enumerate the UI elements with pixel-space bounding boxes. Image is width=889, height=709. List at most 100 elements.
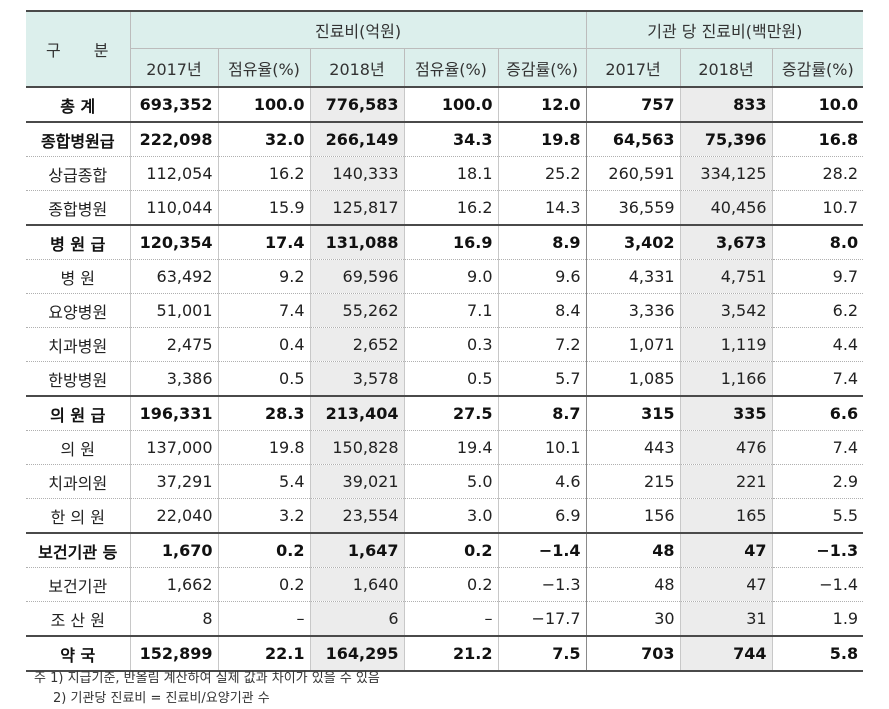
cell-value: 48 [585,533,681,568]
cell-value: 1.9 [771,601,864,636]
cell-value: 22,040 [129,498,218,533]
cell-value: 6.6 [771,396,864,431]
table-row: 상급종합 112,054 16.2 140,333 18.1 25.2 260,591 334… [26,156,864,191]
row-label: 병 원 [60,268,96,288]
row-label: 요양병원 [48,302,108,322]
cell-value: 69,596 [309,259,404,294]
cell-value: 196,331 [129,396,218,431]
cell-value: 55,262 [309,293,404,328]
cell-value: 9.0 [403,259,498,294]
cell-value: 8.9 [497,225,587,260]
row-label: 조 산 원 [50,610,105,630]
cell-value: 16.9 [403,225,498,260]
cell-value: 335 [679,396,773,431]
cell-value: 7.4 [217,293,310,328]
cell-value: 776,583 [309,87,404,122]
footnote-2: 2) 기관당 진료비 = 진료비/요양기관 수 [53,691,270,706]
cell-value: 12.0 [497,87,587,122]
cell-value: 21.2 [403,636,498,672]
cell-value: 3.2 [217,498,310,533]
cell-value: 1,166 [679,361,773,396]
cell-value: 165 [679,498,773,533]
cell-value: 3.0 [403,498,498,533]
header-col-share-2018: 점유율(%) [403,48,498,88]
cell-value: 5.7 [497,361,587,396]
cell-value: 1,085 [585,361,681,396]
row-label: 한 의 원 [50,507,105,527]
row-label: 한방병원 [48,370,108,390]
cell-value: 3,402 [585,225,681,260]
cell-value: 315 [585,396,681,431]
row-label: 병 원 급 [50,234,106,254]
cell-value: – [403,601,498,636]
header-col-2018: 2018년 [309,48,404,88]
header-col-2017: 2017년 [129,48,218,88]
cell-value: 5.0 [403,464,498,499]
table-row: 요양병원 51,001 7.4 55,262 7.1 8.4 3,336 3,542 6.2 [26,293,864,328]
cell-value: 9.7 [771,259,864,294]
cell-value: 7.4 [771,430,864,465]
cell-value: 2,652 [309,327,404,362]
header-group-expense: 진료비(억원) [129,10,587,49]
cell-value: 9.2 [217,259,310,294]
table-header: 구 분 진료비(억원) 기관 당 진료비(백만원) 2017년 점유율(%) 2… [26,10,864,88]
cell-value: 2.9 [771,464,864,499]
table-row: 조 산 원 8–6– −17.7 30 31 1.9 [26,601,864,636]
cell-value: 0.4 [217,327,310,362]
cell-value: – [217,601,310,636]
cell-value: 4,331 [585,259,681,294]
cell-value: 1,119 [679,327,773,362]
cell-value: 64,563 [585,122,681,157]
table-row-category: 의 원 급 196,331 28.3 213,404 27.5 8.7 315 335 6.6 [26,396,864,431]
cell-value: 213,404 [309,396,404,431]
row-label: 종합병원급 [40,131,115,151]
cell-value: 40,456 [679,190,773,225]
cell-value: 9.6 [497,259,587,294]
row-label: 치과병원 [48,336,108,356]
cell-value: 222,098 [129,122,218,157]
cell-value: 3,542 [679,293,773,328]
header-col-inst-2018: 2018년 [679,48,773,88]
cell-value: 110,044 [129,190,218,225]
cell-value: 744 [679,636,773,672]
cell-value: 164,295 [309,636,404,672]
header-col-inst-growth: 증감률(%) [771,48,864,88]
row-label: 상급종합 [48,165,108,185]
cell-value: 14.3 [497,190,587,225]
cell-value: 18.1 [403,156,498,191]
cell-value: 7.1 [403,293,498,328]
medical-expense-table: 구 분 진료비(억원) 기관 당 진료비(백만원) 2017년 점유율(%) 2… [26,10,864,672]
cell-value: 112,054 [129,156,218,191]
cell-value: 260,591 [585,156,681,191]
cell-value: 75,396 [679,122,773,157]
cell-value: 15.9 [217,190,310,225]
cell-value: 0.2 [217,567,310,602]
cell-value: 30 [585,601,681,636]
header-gubun: 구 분 [26,10,130,88]
table-body: 총 계 693,352 100.0 776,583 100.0 12.0 757 833 10.… [26,87,864,672]
cell-value: −17.7 [497,601,587,636]
cell-value: 120,354 [129,225,218,260]
table-row-category: 병 원 급 120,354 17.4 131,088 16.9 8.9 3,402 3,673… [26,225,864,260]
cell-value: 3,386 [129,361,218,396]
cell-value: 8.4 [497,293,587,328]
cell-value: 152,899 [129,636,218,672]
cell-value: 443 [585,430,681,465]
cell-value: 19.8 [217,430,310,465]
table-row: 한 의 원 22,040 3.2 23,554 3.0 6.9 156 165 5.5 [26,498,864,533]
header-col-inst-2017: 2017년 [585,48,681,88]
cell-value: 757 [585,87,681,122]
cell-value: 1,662 [129,567,218,602]
cell-value: 23,554 [309,498,404,533]
cell-value: 140,333 [309,156,404,191]
cell-value: 703 [585,636,681,672]
cell-value: 1,071 [585,327,681,362]
cell-value: 0.2 [403,533,498,568]
cell-value: 1,670 [129,533,218,568]
cell-value: 221 [679,464,773,499]
cell-value: 7.5 [497,636,587,672]
cell-value: 215 [585,464,681,499]
cell-value: 51,001 [129,293,218,328]
cell-value: 10.0 [771,87,864,122]
table-row: 의 원 137,000 19.8 150,828 19.4 10.1 443 476 7.4 [26,430,864,465]
